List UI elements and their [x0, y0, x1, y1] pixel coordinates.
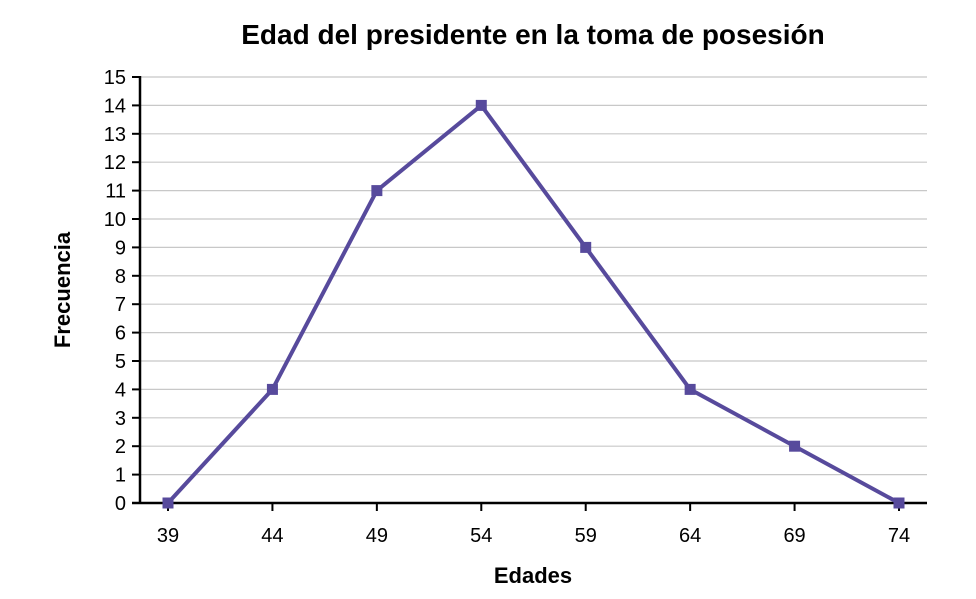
y-tick-label-15: 15 — [104, 67, 126, 89]
y-tick-label-9: 9 — [115, 237, 126, 259]
y-tick-label-6: 6 — [115, 323, 126, 345]
y-tick-label-3: 3 — [115, 408, 126, 430]
y-tick-label-11: 11 — [105, 181, 126, 203]
data-point-39 — [162, 497, 174, 509]
y-tick-label-5: 5 — [115, 351, 126, 373]
data-point-44 — [266, 383, 278, 395]
data-point-64 — [684, 383, 696, 395]
x-tick-label-39: 39 — [157, 525, 179, 547]
x-tick-label-74: 74 — [888, 525, 910, 547]
axes — [132, 76, 927, 505]
gridlines — [140, 76, 927, 476]
x-tick-label-59: 59 — [575, 525, 597, 547]
data-point-54 — [475, 99, 487, 111]
data-point-59 — [580, 241, 592, 253]
data-point-74 — [893, 497, 905, 509]
x-tick-label-64: 64 — [679, 525, 701, 547]
y-tick-label-4: 4 — [115, 379, 126, 401]
y-tick-label-2: 2 — [115, 436, 126, 458]
series-line-0 — [166, 103, 901, 505]
x-tick-label-44: 44 — [261, 525, 283, 547]
data-point-69 — [789, 440, 801, 452]
x-tick-label-49: 49 — [366, 525, 388, 547]
x-tick-labels: 39 44 49 54 59 64 69 74 — [157, 503, 910, 547]
x-tick-label-69: 69 — [783, 525, 805, 547]
x-axis-title: Edades — [494, 563, 572, 588]
y-tick-label-8: 8 — [115, 266, 126, 288]
y-tick-label-10: 10 — [104, 209, 126, 231]
series-group — [162, 99, 905, 509]
y-tick-label-13: 13 — [104, 124, 126, 146]
x-tick-label-54: 54 — [470, 525, 492, 547]
data-point-49 — [371, 185, 383, 197]
y-tick-label-12: 12 — [104, 152, 126, 174]
y-tick-label-14: 14 — [104, 95, 126, 117]
y-tick-label-7: 7 — [115, 294, 126, 316]
y-tick-label-0: 0 — [115, 493, 126, 515]
y-tick-label-1: 1 — [115, 465, 126, 487]
y-axis-title: Frecuencia — [50, 231, 75, 348]
chart-title: Edad del presidente en la toma de posesi… — [241, 19, 824, 50]
